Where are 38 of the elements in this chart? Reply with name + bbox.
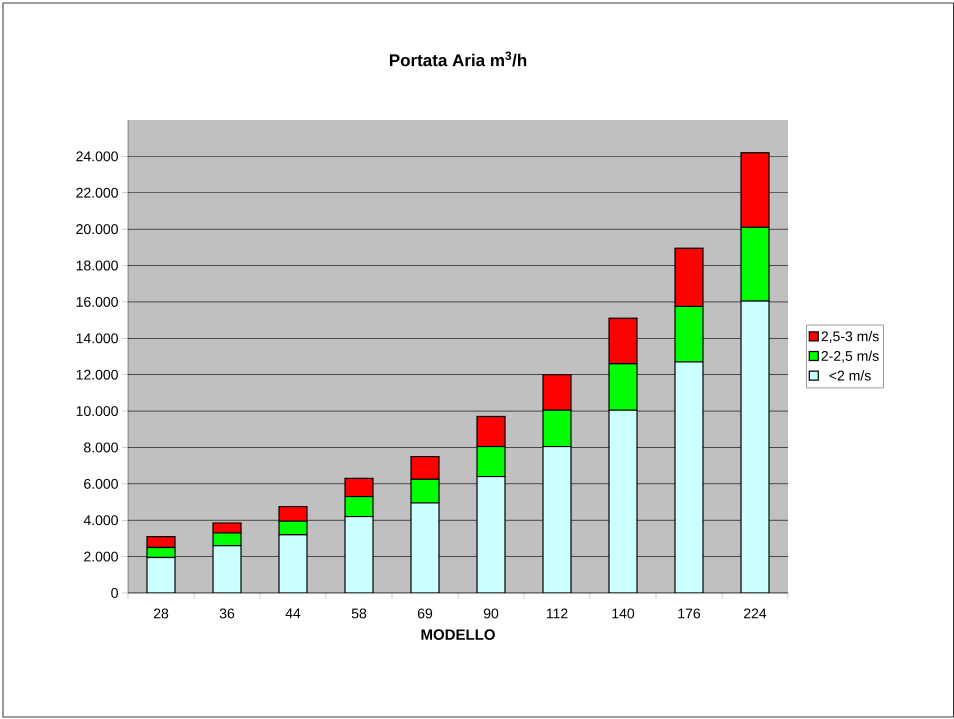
bar <box>608 410 638 593</box>
bar <box>674 361 704 593</box>
x-tick-label: 28 <box>154 608 168 618</box>
bar <box>542 446 572 593</box>
bar <box>146 556 176 593</box>
x-tick-label: 69 <box>418 608 432 618</box>
y-tick-label: 4.000 <box>84 515 118 526</box>
y-tick-label: 24.000 <box>76 151 118 162</box>
bar <box>344 516 374 593</box>
y-tick-label: 0 <box>111 588 118 598</box>
bar <box>740 300 770 593</box>
x-tick-label: 176 <box>678 608 700 618</box>
y-tick-label: 22.000 <box>76 188 118 198</box>
y-tick-label: 6.000 <box>84 478 118 489</box>
x-axis-title: MODELLO <box>422 629 495 640</box>
legend-label: <2 m/s <box>830 370 871 381</box>
y-tick-label: 20.000 <box>76 224 118 234</box>
bar <box>278 534 308 593</box>
bar <box>410 502 440 593</box>
y-tick-label: 8.000 <box>84 442 118 452</box>
y-tick-label: 10.000 <box>76 406 118 416</box>
y-tick-label: 16.000 <box>76 296 118 307</box>
y-tick-label: 2.000 <box>84 552 118 562</box>
bar <box>212 545 242 593</box>
x-tick-label: 140 <box>612 608 634 618</box>
y-tick-label: 18.000 <box>76 260 118 270</box>
x-tick-label: 90 <box>484 608 498 618</box>
x-tick-label: 224 <box>744 608 766 618</box>
chart-title: Portata Aria m$^{3}$/h <box>390 52 526 66</box>
legend-label: 2,5-3 m/s <box>822 331 879 343</box>
x-tick-label: 112 <box>546 608 568 618</box>
x-tick-label: 36 <box>220 608 234 618</box>
x-tick-label: 58 <box>352 608 366 618</box>
y-tick-label: 14.000 <box>76 333 118 344</box>
bar <box>476 476 506 593</box>
legend-label: 2-2,5 m/s <box>822 350 879 363</box>
x-tick-label: 44 <box>286 608 300 618</box>
y-tick-label: 12.000 <box>76 370 118 380</box>
